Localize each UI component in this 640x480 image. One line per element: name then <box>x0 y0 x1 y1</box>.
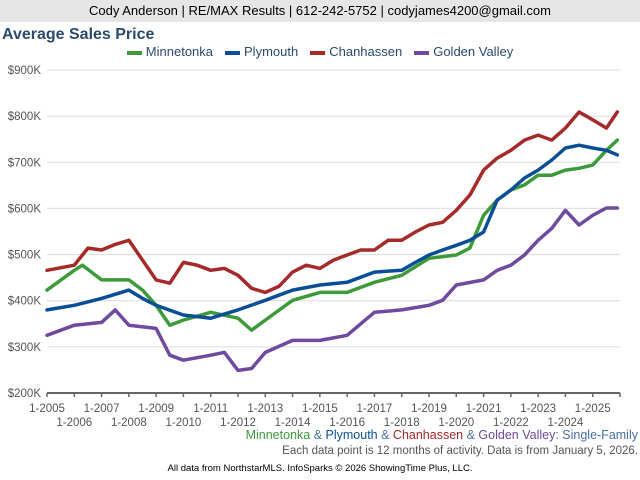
legend-swatch <box>126 50 142 55</box>
chart-legend: Minnetonka Plymouth Chanhassen Golden Valle… <box>0 44 640 59</box>
series-line-plymouth <box>45 143 620 320</box>
legend-swatch <box>414 50 430 55</box>
legend-label: Minnetonka <box>145 44 214 59</box>
y-tick-label: $200K <box>8 388 42 400</box>
x-tick-label: 1-2006 <box>56 417 92 429</box>
x-tick-label: 1-2020 <box>438 417 474 429</box>
x-tick-label: 1-2016 <box>329 417 365 429</box>
legend-label: Chanhassen <box>329 44 403 59</box>
legend-label: Plymouth <box>244 44 299 59</box>
legend-swatch <box>225 50 241 55</box>
legend-label: Golden Valley <box>433 44 514 59</box>
data-note: Each data point is 12 months of activity… <box>282 445 638 457</box>
x-tick-label: 1-2021 <box>466 403 502 415</box>
y-tick-label: $800K <box>8 111 42 123</box>
chart-title: Average Sales Price <box>2 26 155 43</box>
data-credit: All data from NorthstarMLS. InfoSparks ©… <box>167 463 473 474</box>
y-tick-label: $400K <box>8 296 42 308</box>
x-tick-label: 1-2008 <box>111 417 147 429</box>
legend-item: Golden Valley <box>414 44 513 59</box>
series-line-chanhassen <box>45 110 620 295</box>
x-tick-label: 1-2017 <box>357 403 393 415</box>
x-tick-label: 1-2010 <box>166 417 202 429</box>
subtitle-part: & <box>310 428 326 442</box>
x-tick-label: 1-2009 <box>138 403 174 415</box>
chart-subtitle: Minnetonka & Plymouth & Chanhassen & Gol… <box>246 428 638 442</box>
legend-swatch <box>310 50 326 55</box>
series-line-minnetonka <box>45 138 620 332</box>
contact-header: Cody Anderson | RE/MAX Results | 612-242… <box>0 0 640 22</box>
x-tick-label: 1-2023 <box>520 403 556 415</box>
x-tick-label: 1-2012 <box>220 417 256 429</box>
subtitle-part: Minnetonka <box>245 428 311 442</box>
legend-item: Minnetonka <box>126 44 214 59</box>
x-tick-label: 1-2024 <box>548 417 584 429</box>
x-tick-label: 1-2022 <box>493 417 529 429</box>
subtitle-part: : Single-Family <box>555 428 638 442</box>
x-tick-label: 1-2013 <box>247 403 283 415</box>
legend-item: Plymouth <box>225 44 298 59</box>
x-tick-label: 1-2007 <box>84 403 120 415</box>
y-tick-label: $300K <box>8 342 42 354</box>
x-tick-label: 1-2019 <box>411 403 447 415</box>
subtitle-part: & <box>377 428 393 442</box>
subtitle-part: & <box>463 428 479 442</box>
legend-item: Chanhassen <box>310 44 402 59</box>
y-tick-label: $600K <box>8 203 42 215</box>
subtitle-part: Golden Valley <box>478 428 556 442</box>
x-tick-label: 1-2014 <box>275 417 311 429</box>
x-tick-label: 1-2005 <box>29 403 65 415</box>
x-tick-label: 1-2011 <box>193 403 228 415</box>
subtitle-part: Plymouth <box>325 428 378 442</box>
y-tick-label: $700K <box>8 157 42 169</box>
subtitle-part: Chanhassen <box>392 428 464 442</box>
series-line-golden-valley <box>45 206 620 373</box>
x-tick-label: 1-2015 <box>302 403 338 415</box>
y-tick-label: $900K <box>8 65 42 77</box>
x-tick-label: 1-2025 <box>575 403 611 415</box>
y-tick-label: $500K <box>8 250 42 262</box>
x-tick-label: 1-2018 <box>384 417 420 429</box>
